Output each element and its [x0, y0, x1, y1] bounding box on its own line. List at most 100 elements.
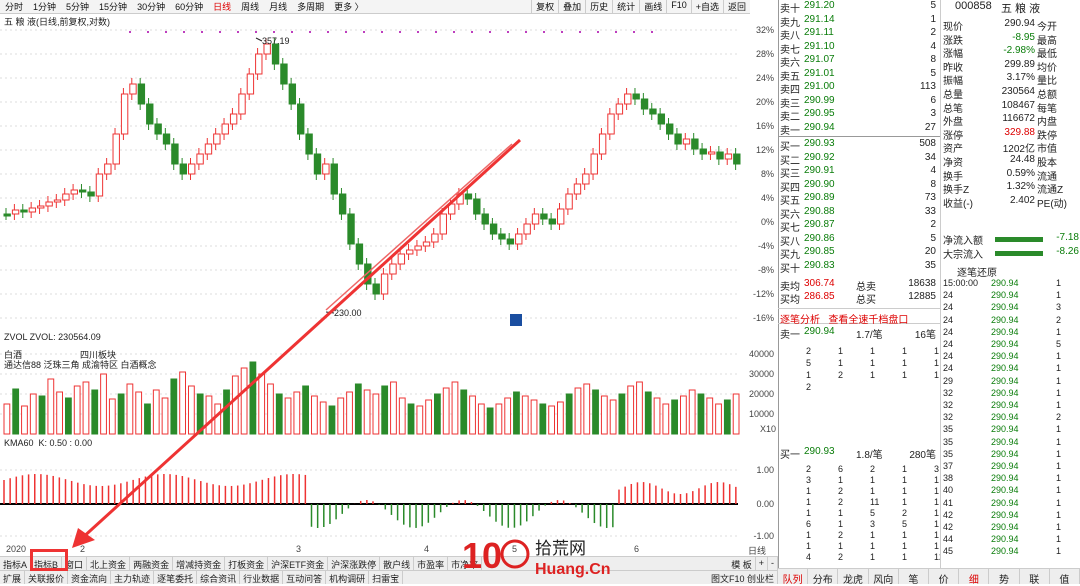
analysis-label[interactable]: 逐笔分析	[780, 315, 820, 326]
ask-level[interactable]: 卖九 291.14 1	[778, 14, 940, 29]
volume-bar	[100, 373, 107, 435]
volume-bar	[548, 405, 556, 435]
bottom-tab[interactable]: 分布	[808, 569, 839, 586]
extension-tab[interactable]: 综合资讯	[197, 571, 241, 584]
extension-tab[interactable]: 资金流向	[68, 571, 112, 584]
extension-tab[interactable]: 逐笔委托	[154, 571, 198, 584]
period-tab[interactable]: 更多 〉	[334, 2, 364, 12]
bid-level[interactable]: 买十 290.83 35	[778, 260, 940, 275]
indicator-tab[interactable]: 北上资金	[87, 557, 131, 570]
volume-bar	[3, 403, 11, 435]
volume-chart[interactable]: 40000 30000 20000 10000 X10	[0, 330, 778, 436]
volume-bar	[82, 381, 90, 435]
bid-level[interactable]: 买七 290.87 2	[778, 219, 940, 234]
toolbar-button[interactable]: F10	[666, 0, 691, 13]
trade-analysis-header[interactable]: 逐笔分析 查看全速千档盘口	[778, 308, 940, 326]
period-tab[interactable]: 周线	[241, 2, 260, 12]
candle-body	[422, 241, 431, 247]
toolbar-button[interactable]: 画线	[639, 0, 666, 13]
f10-link[interactable]: 图文F10 创业栏	[708, 571, 778, 584]
ask-level[interactable]: 卖六 291.07 8	[778, 54, 940, 69]
indicator-tab[interactable]: 沪深涨跌停	[328, 557, 381, 570]
ask-level[interactable]: 卖五 291.01 5	[778, 68, 940, 83]
extension-tab[interactable]: 机构调研	[326, 571, 370, 584]
trade-row: 44 290.94 1	[941, 534, 1080, 547]
bid-level[interactable]: 买六 290.88 33	[778, 206, 940, 221]
period-tab[interactable]: 30分钟	[137, 2, 166, 12]
ask-level[interactable]: 卖十 291.20 5	[778, 0, 940, 15]
toolbar-button[interactable]: 统计	[612, 0, 639, 13]
extension-tab[interactable]: 主力轨迹	[111, 571, 155, 584]
extension-tab[interactable]: 关联报价	[25, 571, 69, 584]
period-tab[interactable]: 分时	[5, 2, 24, 12]
bottom-tab[interactable]: 联	[1020, 569, 1050, 586]
bottom-tab[interactable]: 值	[1050, 569, 1080, 586]
indicator-tab[interactable]: 市盈率	[414, 557, 449, 570]
trade-time: 45	[943, 546, 954, 557]
indicator-tab[interactable]: 市净率	[448, 557, 483, 570]
bid-level[interactable]: 买三 290.91 4	[778, 165, 940, 180]
bottom-tab[interactable]: 细	[959, 569, 990, 586]
indicator-tab[interactable]: 指标B	[31, 557, 63, 570]
volume-bar	[390, 381, 397, 435]
extension-tab[interactable]: 扩展	[0, 571, 26, 584]
bottom-tab[interactable]: 势	[989, 569, 1020, 586]
bid-level[interactable]: 买九 290.85 20	[778, 246, 940, 261]
period-tab[interactable]: 15分钟	[99, 2, 128, 12]
period-tab[interactable]: 月线	[269, 2, 288, 12]
queue-cell: 1	[870, 346, 875, 356]
trade-row: 35 290.94 1	[941, 449, 1080, 462]
toolbar-button[interactable]: 复权	[531, 0, 558, 13]
extension-tab[interactable]: 扫雷宝	[369, 571, 404, 584]
ask-level[interactable]: 卖八 291.11 2	[778, 27, 940, 42]
queue-cell: 1	[806, 541, 811, 551]
period-tab[interactable]: 1分钟	[33, 2, 57, 12]
candle-body	[28, 207, 37, 213]
toolbar-button[interactable]: 返回	[722, 0, 750, 13]
ask-level[interactable]: 卖二 290.95 3	[778, 108, 940, 123]
period-tab[interactable]: 60分钟	[175, 2, 204, 12]
period-tab[interactable]: 日线	[213, 2, 232, 12]
toolbar-button[interactable]: +自选	[690, 0, 723, 13]
bottom-tab[interactable]: 龙虎	[838, 569, 869, 586]
bid-level[interactable]: 买八 290.86 5	[778, 233, 940, 248]
toolbar-button[interactable]: 历史	[585, 0, 612, 13]
bottom-tab[interactable]: 队列	[778, 569, 809, 586]
ask-level[interactable]: 卖七 291.10 4	[778, 41, 940, 56]
queue-header: 买一 290.93 1.8/笔 280笔	[778, 446, 940, 461]
level-price: 291.00	[804, 81, 835, 92]
level-label: 买八	[780, 236, 800, 248]
toolbar-button[interactable]: 叠加	[558, 0, 585, 13]
indicator-tab[interactable]: 沪深ETF资金	[268, 557, 329, 570]
period-tab[interactable]: 多周期	[297, 2, 325, 12]
bid-level[interactable]: 买一 290.93 508	[778, 138, 940, 153]
period-tab[interactable]: 5分钟	[66, 2, 90, 12]
indicator-tab[interactable]: 窗口	[62, 557, 88, 570]
candle-body	[104, 163, 112, 175]
extension-tab[interactable]: 行业数据	[240, 571, 284, 584]
bottom-tab[interactable]: 笔	[899, 569, 930, 586]
template-button[interactable]: 模 板	[728, 557, 756, 570]
depth-link[interactable]: 查看全速千档盘口	[828, 315, 909, 326]
indicator-tab[interactable]: 散户线	[380, 557, 415, 570]
bid-level[interactable]: 买四 290.90 8	[778, 179, 940, 194]
template-button[interactable]: -	[768, 557, 778, 570]
ask-level[interactable]: 卖一 290.94 27	[778, 122, 940, 137]
candlestick-chart[interactable]: 32% 28% 24% 20% 16% 12% 8% 4% 0% -4% -8% -12% -16% 35…	[0, 14, 778, 330]
extension-tab[interactable]: 互动问答	[283, 571, 327, 584]
bid-level[interactable]: 买二 290.92 34	[778, 152, 940, 167]
kma-title: KMA60 K: 0.50 : 0.00	[4, 438, 93, 448]
flow-key: 净流入额	[943, 236, 983, 247]
ask-level[interactable]: 卖三 290.99 6	[778, 95, 940, 110]
template-button[interactable]: +	[756, 557, 768, 570]
indicator-tab[interactable]: 两融资金	[130, 557, 174, 570]
bottom-tab[interactable]: 风向	[869, 569, 899, 586]
indicator-tab[interactable]: 增减持资金	[173, 557, 226, 570]
candle-body	[213, 133, 221, 145]
ask-level[interactable]: 卖四 291.00 113	[778, 81, 940, 96]
kma-chart[interactable]: 1.00 0.00 -1.00	[0, 436, 778, 544]
indicator-tab[interactable]: 打板资金	[225, 557, 269, 570]
date-tick: 2020	[6, 544, 27, 554]
bottom-tab[interactable]: 价	[929, 569, 960, 586]
bid-level[interactable]: 买五 290.89 73	[778, 192, 940, 207]
